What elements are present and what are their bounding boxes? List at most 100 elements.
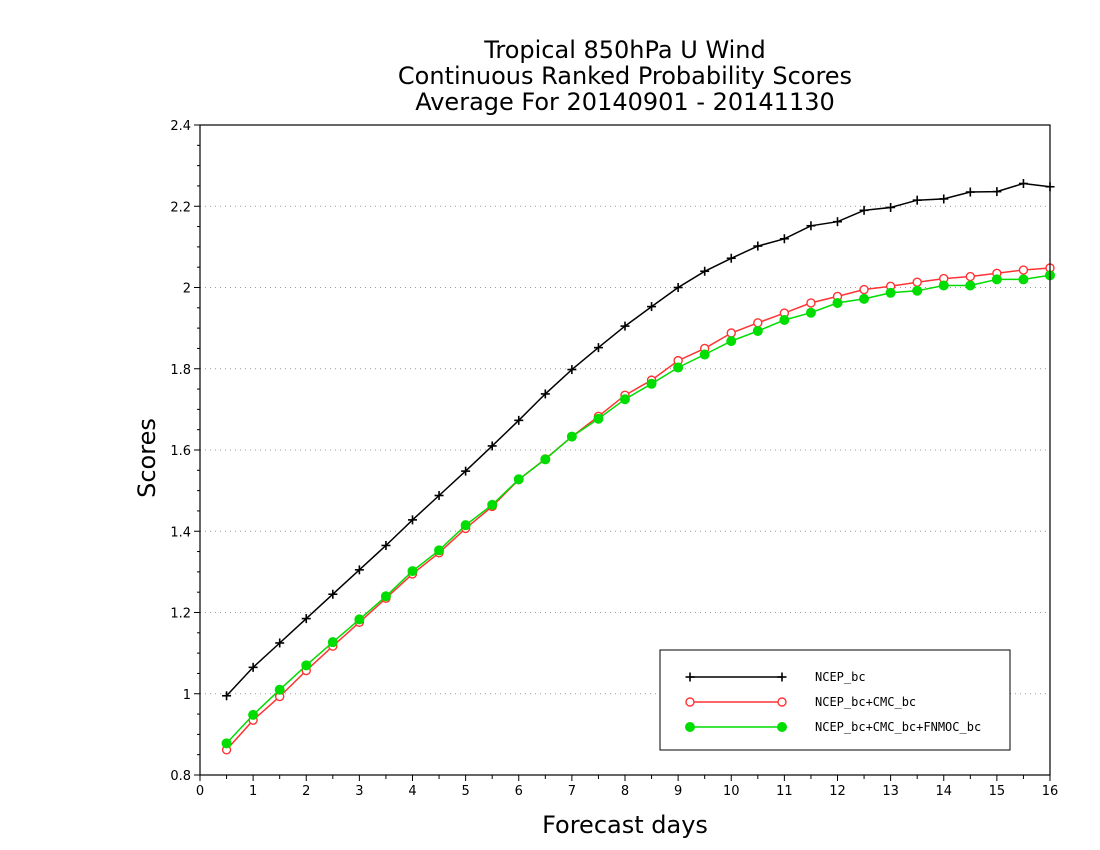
series-line [226,182,1051,697]
data-point [620,321,630,331]
data-point [328,589,338,599]
chart-title-line-3: Average For 20140901 - 20141130 [415,88,835,116]
data-point [753,318,763,328]
x-tick-label: 3 [355,784,363,799]
legend-item: NCEP_bc+CMC_bc+FNMOC_bc [685,720,981,734]
legend-marker [777,697,787,707]
data-point [965,280,976,291]
data-point [567,365,577,375]
x-tick-label: 1 [249,784,257,799]
data-point [752,325,763,336]
data-point [248,662,258,672]
data-point [460,520,471,531]
data-point [699,349,710,360]
y-tick-label: 1.8 [170,363,191,378]
data-point [912,277,922,287]
data-point [380,591,391,602]
data-point [805,307,816,318]
data-point [965,271,976,282]
data-point [514,415,524,425]
y-tick-label: 2.2 [170,200,191,215]
series-3 [221,270,1056,749]
data-point [885,287,896,298]
data-point [779,314,790,325]
data-point [407,566,418,577]
data-point [832,297,843,308]
x-tick-label: 14 [935,784,952,799]
data-point [779,234,789,244]
data-point [275,638,285,648]
data-point [408,515,417,525]
series-1 [222,179,1055,701]
data-point [434,491,444,500]
data-point [806,221,816,231]
x-tick-label: 6 [515,784,523,799]
data-point [647,302,657,312]
data-point [301,660,312,671]
y-tick-label: 1.6 [170,444,191,459]
data-point [939,194,949,204]
legend-marker [777,722,788,733]
data-point [806,298,816,308]
data-point [753,241,763,251]
y-tick-label: 2 [183,282,191,297]
x-tick-label: 15 [989,784,1006,799]
data-point [938,280,949,291]
legend-marker [685,722,696,733]
legend: NCEP_bc NCEP_bc+CMC_bc NCEP_bc+CMC_bc+FNMO… [659,649,1011,751]
y-tick-label: 1.2 [170,607,191,622]
x-tick-label: 7 [568,784,576,799]
data-point [221,738,232,749]
x-tick-label: 12 [829,784,846,799]
data-point [593,413,604,424]
x-tick-label: 2 [302,784,310,799]
data-point [327,637,338,648]
y-tick-label: 0.8 [170,769,191,784]
data-point [354,565,364,575]
x-tick-label: 0 [196,784,204,799]
legend-label: NCEP_bc [815,670,866,684]
data-point [222,691,232,701]
data-point [646,378,657,389]
data-point [912,195,922,205]
y-axis-label: Scores [133,418,161,498]
legend-item: NCEP_bc+CMC_bc [685,695,916,709]
x-tick-label: 16 [1042,784,1059,799]
data-point [620,394,631,405]
legend-label: NCEP_bc+CMC_bc+FNMOC_bc [815,720,981,734]
x-tick-label: 8 [621,784,629,799]
data-point [673,283,683,292]
data-point [540,454,551,465]
series-layer [221,179,1056,755]
legend-box [659,649,1011,751]
data-point [1018,274,1029,285]
grid-lines [200,205,1050,695]
data-point [992,187,1002,197]
y-tick-label: 2.4 [170,119,191,134]
legend-item: NCEP_bc [685,670,866,684]
data-point [965,187,975,197]
data-point [301,614,311,624]
x-tick-label: 4 [408,784,416,799]
x-tick-label: 5 [461,784,469,799]
data-point [461,466,471,476]
data-point [726,253,736,263]
data-point [513,474,524,485]
data-point [673,362,684,373]
x-axis: 0 1 2 3 4 5 6 7 8 9 10 11 12 13 14 15 16 [196,775,1058,799]
data-point [886,202,896,212]
legend-marker [685,697,695,707]
data-point [991,274,1002,285]
y-tick-label: 1.4 [170,525,191,540]
x-tick-label: 11 [776,784,793,799]
data-point [566,431,577,442]
data-point [859,293,870,304]
data-point [859,284,869,295]
data-point [726,336,737,347]
data-point [487,499,498,510]
y-tick-label: 1 [183,688,191,703]
x-tick-label: 13 [882,784,899,799]
x-axis-label: Forecast days [542,811,708,839]
data-point [1018,179,1028,188]
